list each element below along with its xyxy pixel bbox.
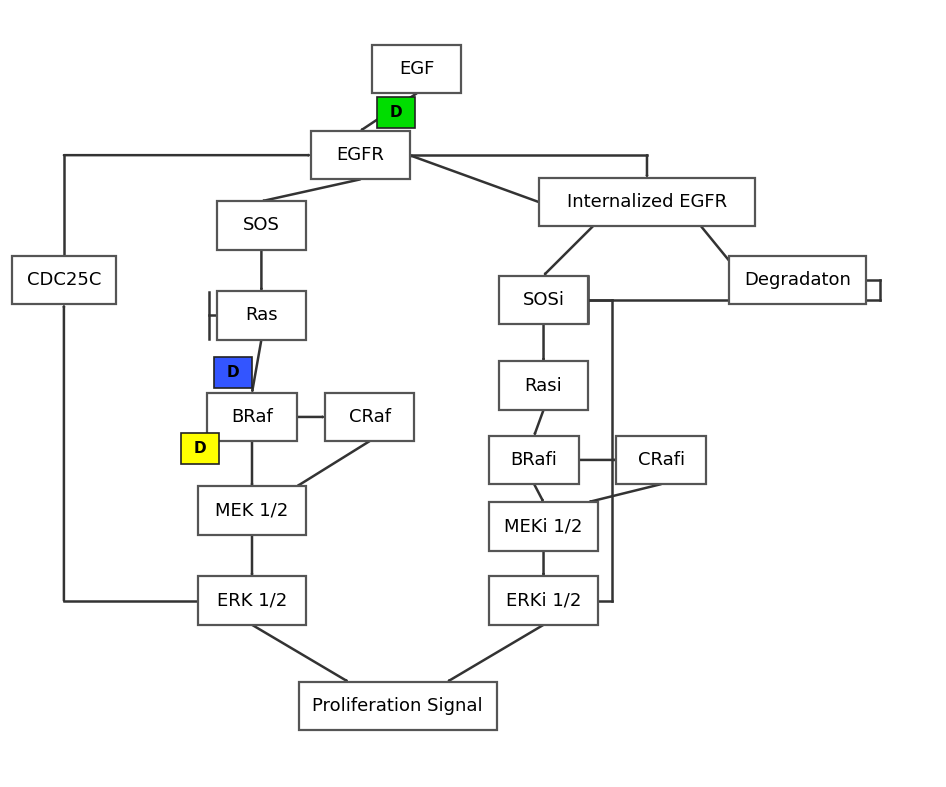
- FancyBboxPatch shape: [539, 178, 755, 227]
- Text: SOSi: SOSi: [522, 290, 565, 309]
- Text: ERK 1/2: ERK 1/2: [217, 592, 288, 610]
- FancyBboxPatch shape: [198, 486, 307, 535]
- Text: Degradaton: Degradaton: [744, 272, 850, 289]
- Text: ERKi 1/2: ERKi 1/2: [506, 592, 581, 610]
- Text: MEKi 1/2: MEKi 1/2: [504, 517, 583, 535]
- Text: D: D: [390, 105, 402, 120]
- Text: Internalized EGFR: Internalized EGFR: [567, 193, 727, 211]
- FancyBboxPatch shape: [198, 576, 307, 625]
- Text: SOS: SOS: [243, 216, 280, 235]
- FancyBboxPatch shape: [617, 436, 706, 484]
- Text: EGF: EGF: [399, 60, 434, 78]
- FancyBboxPatch shape: [377, 97, 414, 127]
- FancyBboxPatch shape: [729, 256, 866, 305]
- FancyBboxPatch shape: [217, 201, 307, 249]
- FancyBboxPatch shape: [299, 682, 497, 730]
- FancyBboxPatch shape: [207, 393, 297, 442]
- Text: Ras: Ras: [245, 306, 278, 324]
- Text: BRaf: BRaf: [231, 408, 272, 426]
- Text: D: D: [227, 365, 239, 380]
- Text: D: D: [194, 441, 206, 456]
- Text: CRaf: CRaf: [348, 408, 391, 426]
- FancyBboxPatch shape: [499, 275, 588, 324]
- Text: Proliferation Signal: Proliferation Signal: [312, 697, 483, 715]
- FancyBboxPatch shape: [489, 576, 598, 625]
- Text: MEK 1/2: MEK 1/2: [216, 502, 289, 519]
- Text: CRafi: CRafi: [638, 451, 685, 469]
- FancyBboxPatch shape: [372, 45, 462, 94]
- Text: BRafi: BRafi: [511, 451, 557, 469]
- Text: EGFR: EGFR: [336, 146, 384, 164]
- FancyBboxPatch shape: [311, 131, 410, 179]
- Text: Rasi: Rasi: [525, 377, 563, 395]
- FancyBboxPatch shape: [215, 357, 252, 388]
- Text: CDC25C: CDC25C: [26, 272, 101, 289]
- FancyBboxPatch shape: [489, 436, 579, 484]
- FancyBboxPatch shape: [489, 502, 598, 551]
- FancyBboxPatch shape: [182, 433, 219, 464]
- FancyBboxPatch shape: [12, 256, 115, 305]
- FancyBboxPatch shape: [324, 393, 414, 442]
- FancyBboxPatch shape: [217, 291, 307, 339]
- FancyBboxPatch shape: [499, 361, 588, 410]
